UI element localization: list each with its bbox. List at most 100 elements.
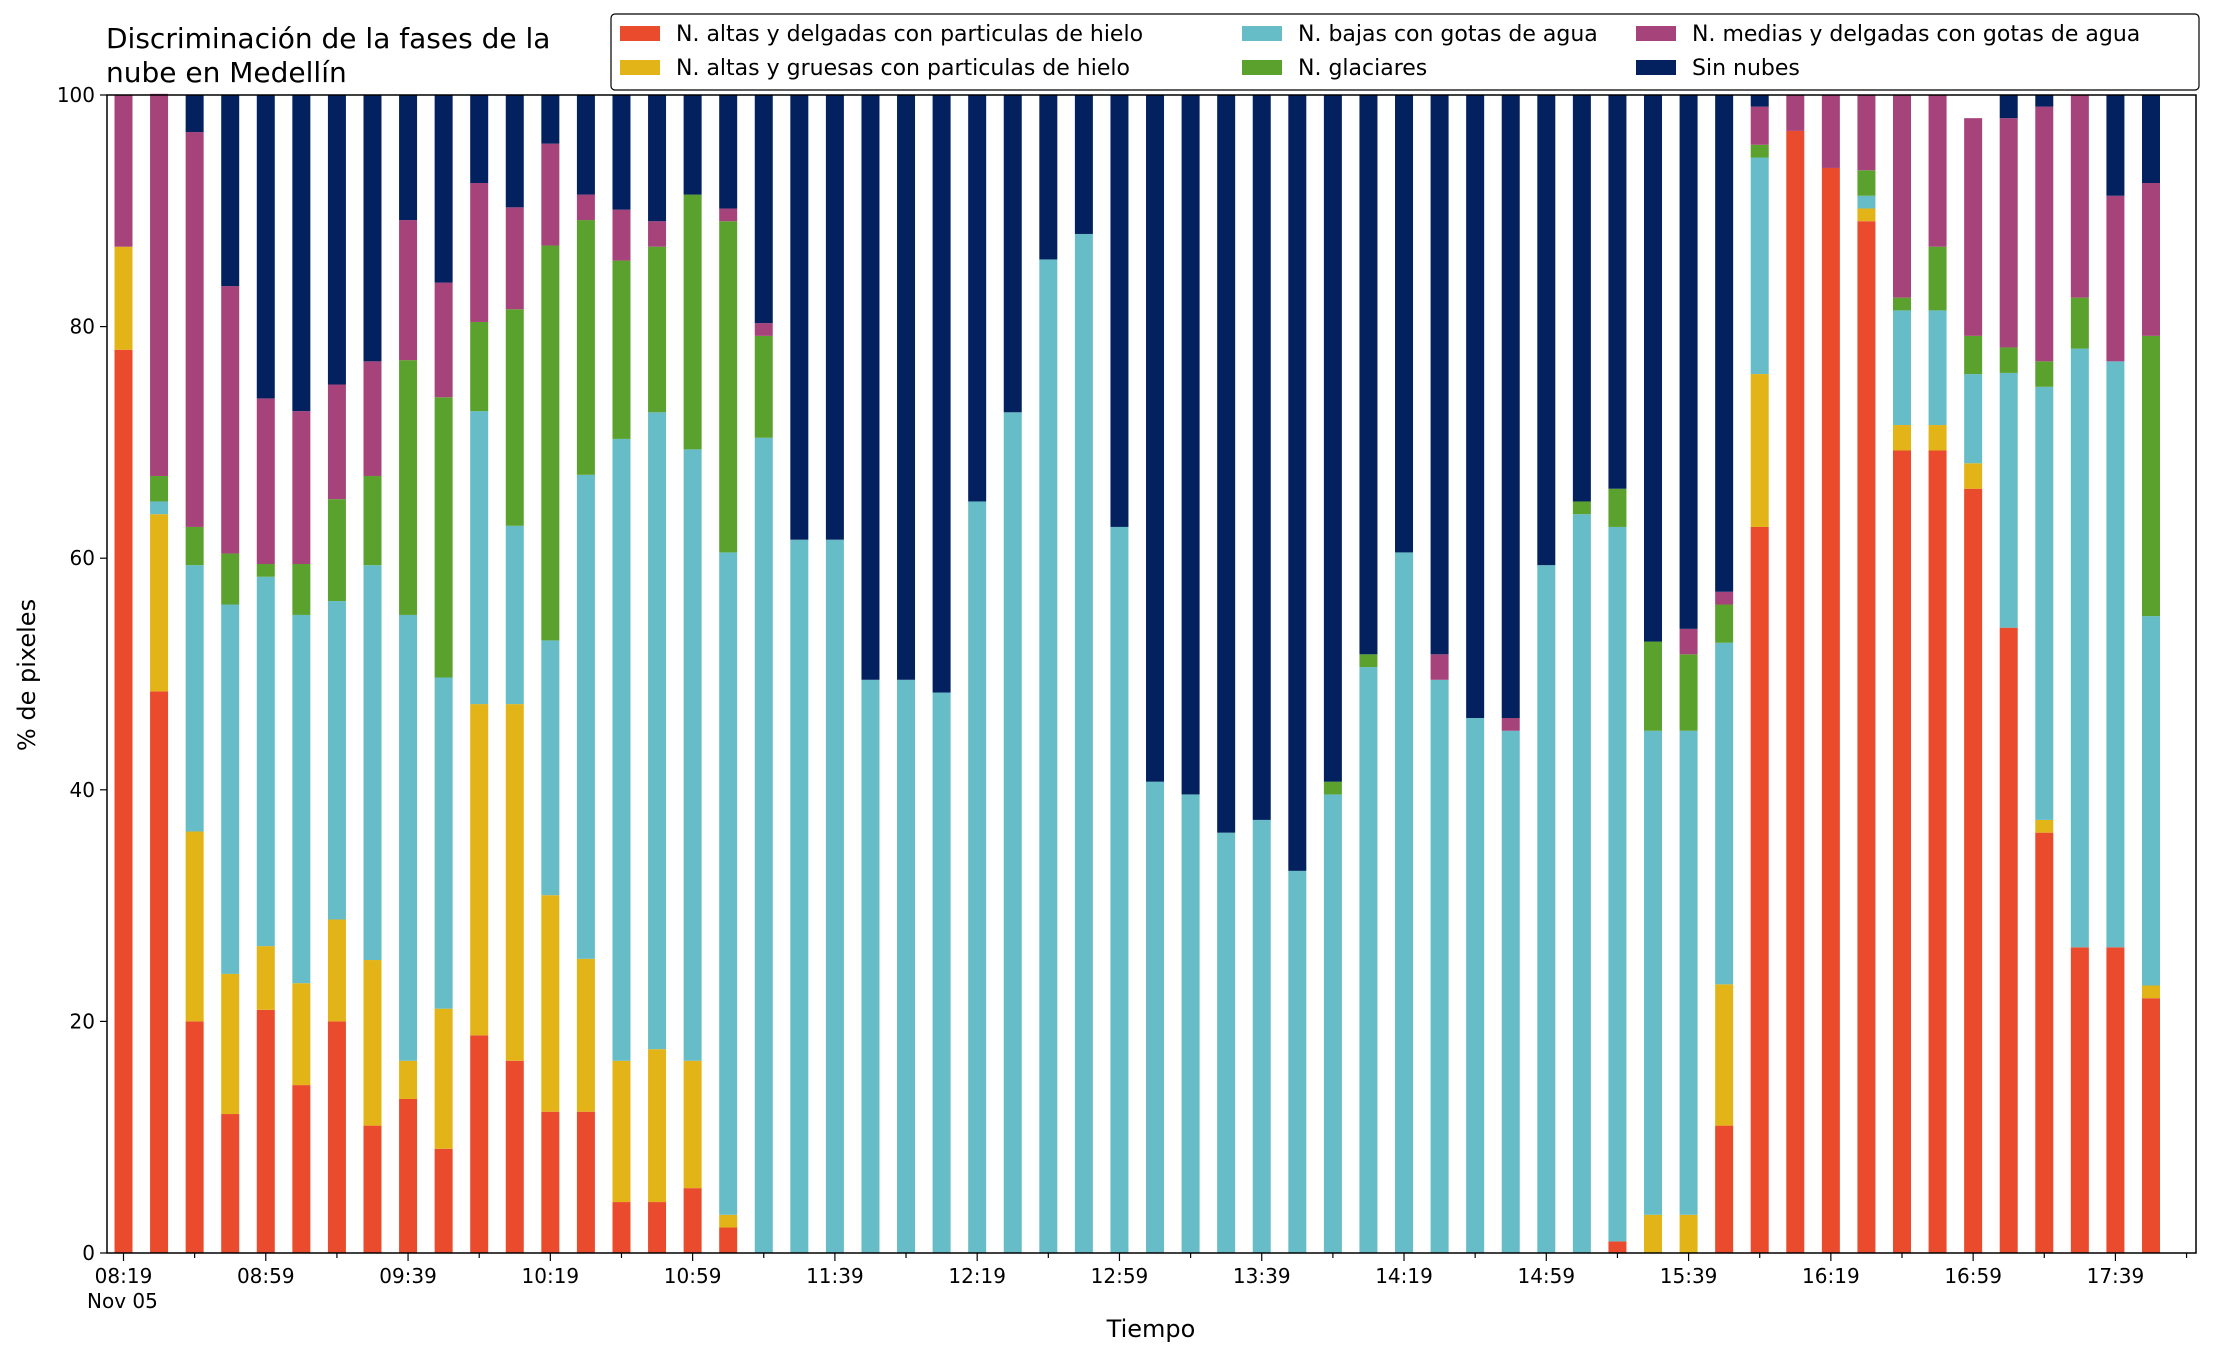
bar-segment-sin_nubes-28 [1110, 95, 1129, 527]
bar-segment-glaciares-34 [1323, 781, 1342, 795]
bar-segment-medias-44 [1679, 628, 1698, 655]
bar-segment-altas_delgadas-12 [541, 1111, 560, 1253]
bar-segment-medias-46 [1750, 106, 1769, 145]
bar-segment-sin_nubes-42 [1608, 95, 1627, 489]
bar-segment-bajas-29 [1146, 781, 1165, 1253]
bar-segment-altas_delgadas-3 [221, 1114, 240, 1253]
bar-segment-altas_delgadas-17 [719, 1227, 738, 1253]
bar-segment-altas_gruesas-43 [1644, 1214, 1663, 1253]
y-tick-label-80: 80 [70, 315, 95, 339]
bar-segment-medias-12 [541, 143, 560, 246]
bar-segment-glaciares-50 [1893, 297, 1911, 311]
bar-segment-medias-54 [2035, 106, 2054, 362]
bar-segment-altas_delgadas-11 [505, 1060, 524, 1253]
bar-segment-bajas-6 [327, 601, 346, 920]
bar-segment-bajas-40 [1537, 565, 1556, 1253]
legend-swatch-medias [1636, 26, 1676, 41]
bar-segment-glaciares-43 [1644, 641, 1663, 731]
bar-segment-sin_nubes-45 [1715, 95, 1734, 592]
bar-segment-bajas-46 [1750, 157, 1769, 375]
bar-segment-bajas-15 [648, 412, 667, 1050]
bar-segment-glaciares-51 [1928, 246, 1947, 311]
bar-segment-bajas-56 [2106, 361, 2125, 948]
bar-segment-medias-9 [434, 282, 453, 398]
bar-segment-altas_gruesas-10 [470, 704, 489, 1036]
bar-segment-bajas-42 [1608, 526, 1627, 1242]
bar-segment-altas_gruesas-51 [1928, 425, 1947, 451]
bar-segment-bajas-41 [1572, 514, 1591, 1253]
bar-segment-altas_gruesas-1 [150, 514, 169, 692]
bar-segment-altas_gruesas-0 [114, 246, 133, 350]
x-tick-label-17:39: 17:39 [2087, 1264, 2145, 1288]
bar-segment-sin_nubes-36 [1395, 95, 1414, 553]
bar-segment-sin_nubes-10 [470, 95, 489, 184]
bar-segment-sin_nubes-33 [1288, 95, 1307, 871]
bar-segment-altas_gruesas-15 [648, 1049, 667, 1203]
bar-segment-altas_gruesas-14 [612, 1060, 631, 1203]
bar-segment-sin_nubes-21 [861, 95, 880, 680]
bar-segment-medias-5 [292, 411, 311, 564]
bar-segment-sin_nubes-18 [754, 95, 773, 324]
bar-segment-medias-3 [221, 286, 240, 554]
bar-segment-bajas-30 [1181, 794, 1200, 1253]
bar-segment-altas_delgadas-50 [1893, 450, 1911, 1253]
bar-segment-altas_gruesas-2 [185, 831, 204, 1022]
bar-segment-glaciares-46 [1750, 144, 1769, 158]
bar-segment-medias-1 [150, 93, 169, 476]
bar-segment-altas_gruesas-7 [363, 960, 382, 1126]
bar-segment-bajas-52 [1964, 374, 1983, 464]
bar-segment-altas_delgadas-6 [327, 1021, 346, 1253]
bars-group [114, 93, 2160, 1254]
bar-segment-glaciares-10 [470, 321, 489, 412]
bar-segment-bajas-36 [1395, 552, 1414, 1253]
bar-segment-glaciares-35 [1359, 654, 1378, 668]
bar-segment-glaciares-54 [2035, 361, 2054, 387]
bar-segment-altas_delgadas-0 [114, 349, 133, 1253]
bar-segment-sin_nubes-37 [1430, 95, 1449, 655]
bar-segment-sin_nubes-39 [1501, 95, 1520, 718]
x-tick-label-16:59: 16:59 [1944, 1264, 2002, 1288]
bar-segment-bajas-31 [1217, 832, 1236, 1253]
x-tick-label-13:39: 13:39 [1233, 1264, 1291, 1288]
bar-segment-bajas-35 [1359, 667, 1378, 1253]
bar-segment-glaciares-9 [434, 397, 453, 678]
bar-segment-bajas-32 [1252, 819, 1271, 1253]
bar-segment-sin_nubes-56 [2106, 95, 2125, 196]
y-tick-label-20: 20 [70, 1009, 95, 1033]
legend-label-altas_gruesas: N. altas y gruesas con particulas de hie… [676, 56, 1130, 81]
bar-segment-sin_nubes-30 [1181, 95, 1200, 795]
bar-segment-sin_nubes-41 [1572, 95, 1591, 502]
bar-segment-bajas-55 [2070, 348, 2089, 948]
bar-segment-bajas-4 [256, 576, 275, 947]
x-tick-label-14:19: 14:19 [1375, 1264, 1433, 1288]
y-axis-label: % de pixeles [13, 599, 41, 751]
bar-segment-medias-8 [399, 220, 418, 361]
bar-segment-sin_nubes-53 [1999, 95, 2018, 119]
x-date-label: Nov 05 [87, 1289, 158, 1313]
bar-segment-medias-56 [2106, 195, 2125, 362]
bar-segment-altas_delgadas-48 [1821, 167, 1840, 1254]
bar-segment-bajas-34 [1323, 794, 1342, 1253]
bar-segment-sin_nubes-11 [505, 95, 524, 208]
bar-segment-altas_gruesas-57 [2141, 985, 2160, 999]
bar-segment-altas_delgadas-52 [1964, 488, 1983, 1254]
bar-segment-glaciares-13 [576, 220, 595, 475]
bar-segment-sin_nubes-17 [719, 95, 738, 209]
bar-segment-medias-11 [505, 207, 524, 310]
bar-segment-altas_gruesas-9 [434, 1008, 453, 1149]
bar-segment-bajas-22 [897, 679, 916, 1253]
bar-segment-altas_delgadas-1 [150, 691, 169, 1253]
bar-segment-altas_gruesas-52 [1964, 463, 1983, 489]
bar-segment-altas_gruesas-45 [1715, 984, 1734, 1126]
bar-segment-medias-17 [719, 208, 738, 222]
bar-segment-glaciares-42 [1608, 488, 1627, 527]
bar-segment-medias-55 [2070, 95, 2089, 298]
bar-segment-medias-39 [1501, 718, 1520, 731]
bar-segment-altas_delgadas-14 [612, 1202, 631, 1253]
bar-segment-medias-0 [114, 95, 133, 247]
bar-segment-sin_nubes-9 [434, 95, 453, 283]
x-tick-label-09:39: 09:39 [379, 1264, 437, 1288]
bar-segment-sin_nubes-4 [256, 95, 275, 399]
